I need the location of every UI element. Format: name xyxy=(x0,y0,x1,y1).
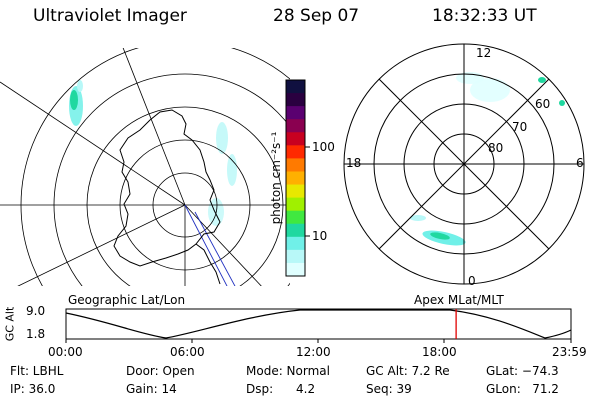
colorbar-band xyxy=(286,184,305,199)
colorbar-label-10: 10 xyxy=(312,229,328,243)
longitude-lines xyxy=(0,48,290,286)
x-tick-0000: 00:00 xyxy=(48,345,83,359)
status-dsp: Dsp: 4.2 xyxy=(246,382,316,396)
colorbar-band xyxy=(286,93,305,107)
status-glon: GLon: 71.2 xyxy=(486,382,559,396)
y-tick-1-8: 1.8 xyxy=(26,327,46,341)
time-label: 18:32:33 UT xyxy=(432,6,537,26)
colorbar xyxy=(285,79,310,277)
status-gc-alt: GC Alt: 7.2 Re xyxy=(366,364,450,378)
x-tick-0600: 06:00 xyxy=(170,345,205,359)
geographic-title: Geographic Lat/Lon xyxy=(68,293,186,307)
colorbar-band xyxy=(286,80,305,94)
y-tick-9: 9.0 xyxy=(26,304,46,318)
lat-label-80: 80 xyxy=(488,141,504,155)
x-tick-1800: 18:00 xyxy=(422,345,457,359)
x-tick-1200: 12:00 xyxy=(296,345,331,359)
app-title: Ultraviolet Imager xyxy=(33,6,187,26)
colorbar-band xyxy=(286,119,305,133)
x-tick-2359: 23:59 xyxy=(552,345,587,359)
colorbar-band xyxy=(286,210,305,225)
colorbar-band xyxy=(286,132,305,146)
status-glat: GLat: −74.3 xyxy=(486,364,559,378)
status-gain: Gain: 14 xyxy=(126,382,177,396)
geographic-map xyxy=(0,48,290,286)
date-label: 28 Sep 07 xyxy=(273,6,360,26)
colorbar-unit-label: photon cm⁻²s⁻¹ xyxy=(269,131,283,225)
status-filter: Flt: LBHL xyxy=(10,364,64,378)
polar-mlt-lines xyxy=(344,44,584,284)
colorbar-band xyxy=(286,236,305,251)
altitude-curve xyxy=(65,309,572,339)
status-seq: Seq: 39 xyxy=(366,382,412,396)
colorbar-band xyxy=(286,145,305,159)
mlt-label-6: 6 xyxy=(576,156,584,170)
colorbar-band xyxy=(286,106,305,120)
aurora-emission-polar xyxy=(410,72,565,246)
colorbar-band xyxy=(286,249,305,264)
peninsula-coastline xyxy=(195,243,221,285)
colorbar-label-100: 100 xyxy=(312,140,335,154)
mlt-label-0: 0 xyxy=(468,274,476,288)
colorbar-band xyxy=(286,197,305,212)
colorbar-band xyxy=(286,223,305,238)
lat-label-60: 60 xyxy=(535,97,551,111)
colorbar-band xyxy=(286,171,305,186)
timeline-ticks xyxy=(65,339,572,343)
magnetic-lines xyxy=(184,204,236,286)
colorbar-band xyxy=(286,158,305,172)
antarctica-coastline xyxy=(113,109,221,267)
status-ip: IP: 36.0 xyxy=(10,382,56,396)
status-door: Door: Open xyxy=(126,364,195,378)
timeline-frame xyxy=(65,308,572,340)
polar-plot xyxy=(343,43,585,285)
mlt-label-12: 12 xyxy=(476,46,492,60)
lat-label-70: 70 xyxy=(512,120,528,134)
status-mode: Mode: Normal xyxy=(246,364,330,378)
colorbar-band xyxy=(286,262,305,277)
y-axis-label: GC Alt xyxy=(3,306,17,342)
mlt-label-18: 18 xyxy=(346,156,362,170)
apex-title: Apex MLat/MLT xyxy=(414,293,504,307)
altitude-timeline xyxy=(65,308,572,343)
